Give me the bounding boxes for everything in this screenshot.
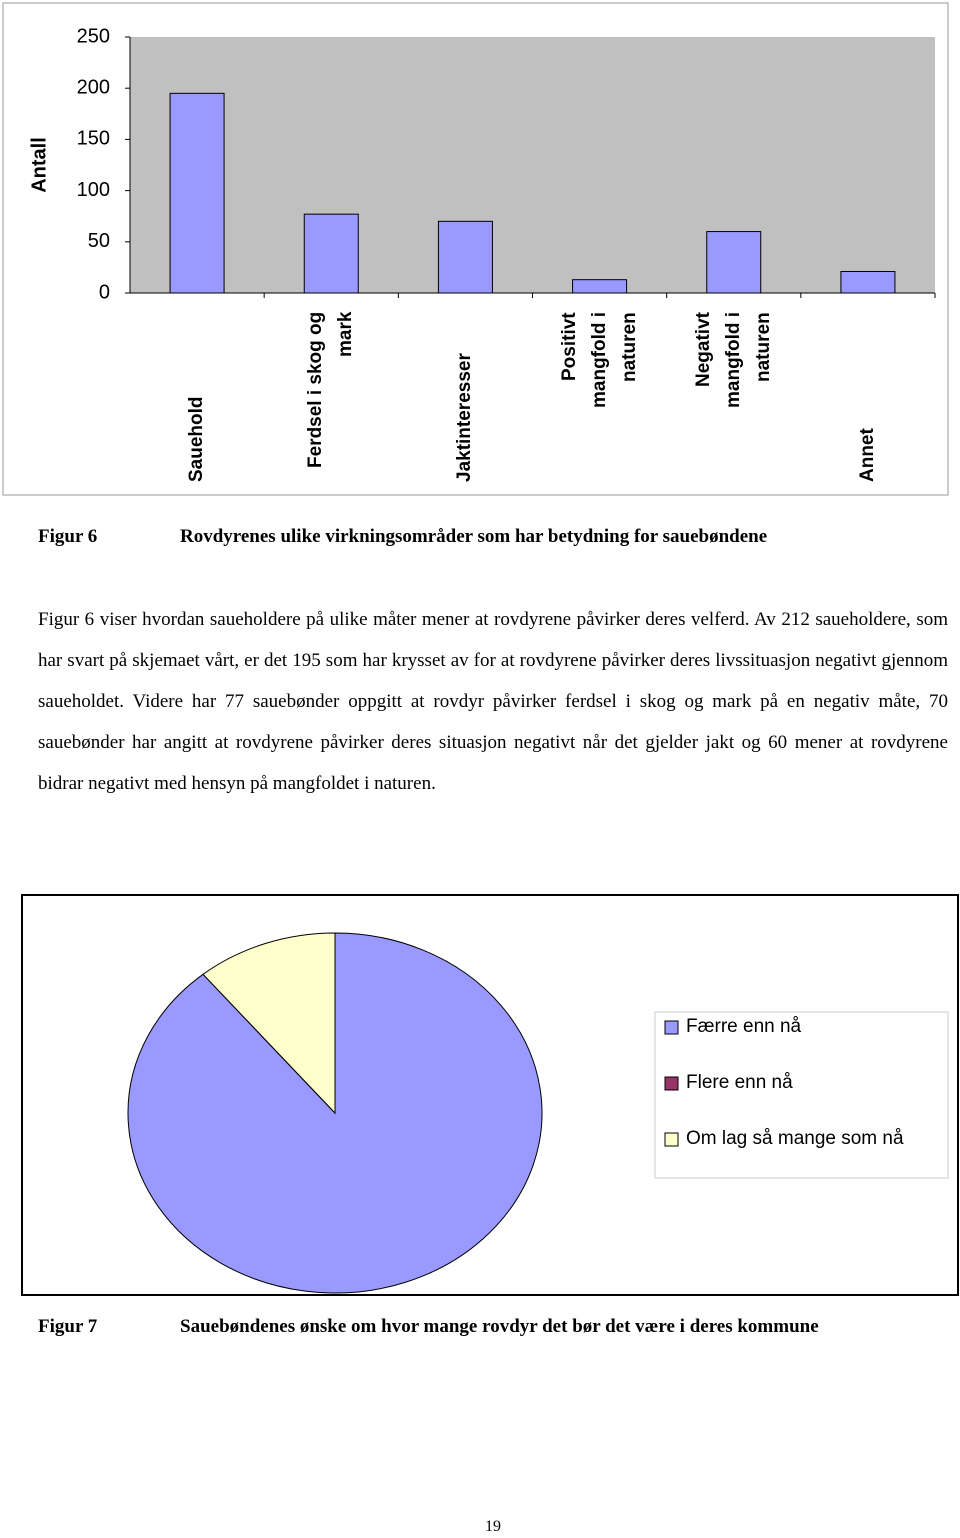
bar [437, 220, 493, 294]
legend-box [654, 1011, 949, 1179]
bar [303, 213, 359, 294]
bar [572, 279, 628, 294]
bar-chart: Antall 0 50 100 150 200 250 [2, 2, 949, 496]
y-tick-label: 100 [77, 179, 110, 201]
page-number: 19 [485, 1518, 501, 1535]
x-tick-label: Negativt mangfold i naturen [692, 312, 774, 409]
x-tick-label: Annet [856, 428, 878, 482]
figure-caption: Rovdyrenes ulike virkningsområder som ha… [180, 526, 768, 547]
x-tick-label: Sauehold [186, 396, 208, 482]
x-tick-label: Ferdsel i skog og mark [305, 312, 357, 469]
legend-item: Om lag så mange som nå [686, 1128, 904, 1149]
plot-area [130, 37, 935, 293]
y-axis-label: Antall [28, 137, 50, 193]
y-tick-label: 150 [77, 128, 110, 150]
y-tick-label: 250 [77, 25, 110, 47]
legend-label: Om lag så mange som nå [686, 1128, 904, 1149]
y-tick-label: 200 [77, 76, 110, 98]
bar [840, 270, 896, 294]
x-tick-label: Jaktinteresser [454, 353, 476, 482]
body-paragraph: Figur 6 viser hvordan saueholdere på uli… [38, 609, 948, 794]
bar [706, 231, 762, 294]
y-tick-label: 50 [88, 230, 110, 252]
pie-slice [202, 932, 336, 1115]
y-tick-label: 0 [99, 281, 110, 303]
figure-label: Figur 7 [38, 1316, 98, 1337]
legend-label: Færre enn nå [686, 1016, 802, 1037]
bar [169, 92, 225, 294]
pie-chart: Færre enn nå Flere enn nå Om lag så mange … [21, 894, 959, 1296]
legend-swatch [664, 1020, 679, 1035]
legend-label: Flere enn nå [686, 1072, 793, 1093]
figure-label: Figur 6 [38, 526, 98, 547]
x-tick-label: Positivt mangfold i naturen [558, 312, 640, 409]
legend-item: Færre enn nå [686, 1016, 802, 1037]
legend-item: Flere enn nå [686, 1072, 793, 1093]
legend-swatch [664, 1132, 679, 1147]
figure-caption: Sauebøndenes ønske om hvor mange rovdyr … [180, 1316, 819, 1337]
legend-swatch [664, 1076, 679, 1091]
